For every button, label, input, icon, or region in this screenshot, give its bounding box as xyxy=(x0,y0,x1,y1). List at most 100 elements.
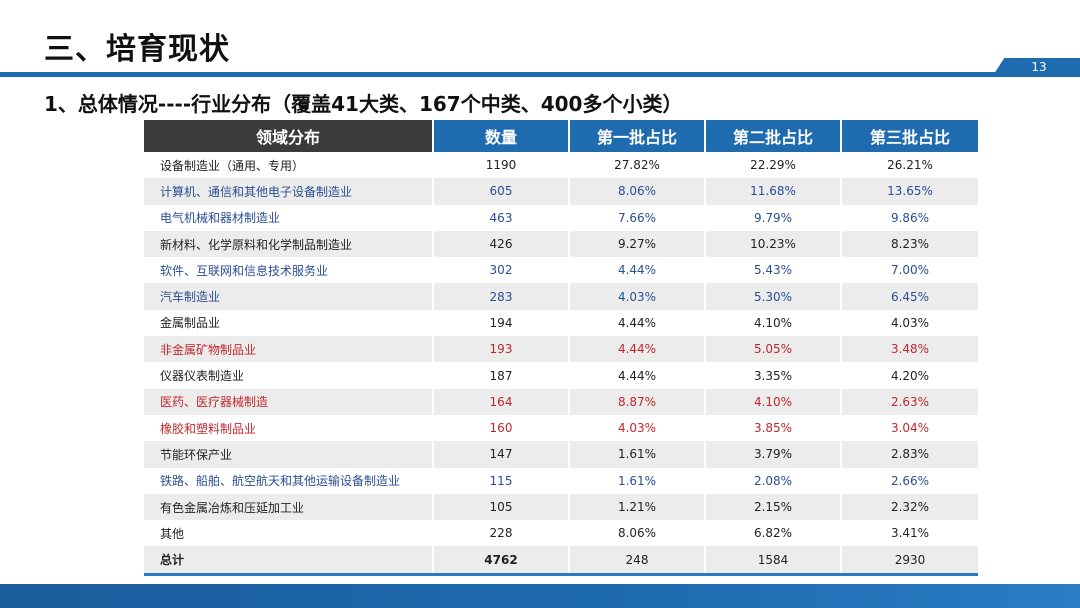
table-row: 有色金属冶炼和压延加工业 105 1.21% 2.15% 2.32% xyxy=(144,493,978,521)
cell-field: 新材料、化学原料和化学制品制造业 xyxy=(144,230,434,258)
cell-count: 115 xyxy=(434,467,570,494)
cell-field: 电气机械和器材制造业 xyxy=(144,204,434,231)
cell-batch1: 27.82% xyxy=(570,152,706,179)
cell-count: 147 xyxy=(434,441,570,468)
total-cell-batch1: 248 xyxy=(570,546,706,573)
cell-batch3: 2.83% xyxy=(842,441,978,468)
cell-batch2: 3.79% xyxy=(706,441,842,468)
cell-batch1: 8.87% xyxy=(570,388,706,415)
table-row: 设备制造业（通用、专用） 1190 27.82% 22.29% 26.21% xyxy=(144,152,978,179)
cell-batch1: 4.03% xyxy=(570,283,706,310)
table-row: 电气机械和器材制造业 463 7.66% 9.79% 9.86% xyxy=(144,204,978,231)
cell-batch3: 4.20% xyxy=(842,362,978,389)
cell-count: 164 xyxy=(434,388,570,415)
table-row: 铁路、船舶、航空航天和其他运输设备制造业 115 1.61% 2.08% 2.66% xyxy=(144,467,978,494)
cell-batch1: 4.44% xyxy=(570,336,706,363)
cell-batch2: 6.82% xyxy=(706,520,842,547)
cell-batch2: 11.68% xyxy=(706,178,842,205)
cell-field: 汽车制造业 xyxy=(144,283,434,310)
cell-count: 426 xyxy=(434,230,570,258)
cell-batch1: 4.44% xyxy=(570,362,706,389)
table-row: 金属制品业 194 4.44% 4.10% 4.03% xyxy=(144,309,978,337)
table-total-row: 总计 4762 248 1584 2930 xyxy=(144,546,978,573)
section-subtitle: 1、总体情况----行业分布（覆盖41大类、167个中类、400多个小类） xyxy=(44,92,683,116)
cell-batch3: 9.86% xyxy=(842,204,978,231)
cell-batch2: 5.43% xyxy=(706,257,842,284)
table-row: 节能环保产业 147 1.61% 3.79% 2.83% xyxy=(144,441,978,468)
industry-distribution-table-wrapper: 领域分布 数量 第一批占比 第二批占比 第三批占比 设备制造业（通用、专用） 11… xyxy=(144,120,978,573)
cell-field: 铁路、船舶、航空航天和其他运输设备制造业 xyxy=(144,467,434,494)
cell-batch3: 3.48% xyxy=(842,336,978,363)
cell-batch1: 8.06% xyxy=(570,178,706,205)
cell-count: 105 xyxy=(434,493,570,521)
cell-batch3: 13.65% xyxy=(842,178,978,205)
column-header-batch3: 第三批占比 xyxy=(842,120,978,152)
cell-field: 仪器仪表制造业 xyxy=(144,362,434,389)
column-header-count: 数量 xyxy=(434,120,570,152)
column-header-batch1: 第一批占比 xyxy=(570,120,706,152)
page-number: 13 xyxy=(992,58,1080,77)
total-cell-batch3: 2930 xyxy=(842,546,978,573)
cell-batch1: 7.66% xyxy=(570,204,706,231)
cell-field: 其他 xyxy=(144,520,434,547)
cell-batch1: 4.44% xyxy=(570,257,706,284)
cell-batch2: 2.15% xyxy=(706,493,842,521)
total-cell-batch2: 1584 xyxy=(706,546,842,573)
industry-distribution-table: 领域分布 数量 第一批占比 第二批占比 第三批占比 设备制造业（通用、专用） 11… xyxy=(144,120,978,573)
title-divider xyxy=(0,72,1080,77)
cell-count: 160 xyxy=(434,414,570,442)
column-header-field: 领域分布 xyxy=(144,120,434,152)
cell-batch3: 2.66% xyxy=(842,467,978,494)
cell-count: 187 xyxy=(434,362,570,389)
cell-batch2: 5.05% xyxy=(706,336,842,363)
cell-batch3: 6.45% xyxy=(842,283,978,310)
cell-batch1: 4.03% xyxy=(570,414,706,442)
cell-batch3: 26.21% xyxy=(842,152,978,179)
cell-batch1: 1.61% xyxy=(570,441,706,468)
table-row: 橡胶和塑料制品业 160 4.03% 3.85% 3.04% xyxy=(144,414,978,442)
cell-batch2: 3.85% xyxy=(706,414,842,442)
cell-batch2: 3.35% xyxy=(706,362,842,389)
cell-batch2: 4.10% xyxy=(706,388,842,415)
cell-batch1: 9.27% xyxy=(570,230,706,258)
cell-batch2: 22.29% xyxy=(706,152,842,179)
cell-batch1: 1.21% xyxy=(570,493,706,521)
cell-batch3: 3.41% xyxy=(842,520,978,547)
cell-count: 1190 xyxy=(434,152,570,179)
table-row: 仪器仪表制造业 187 4.44% 3.35% 4.20% xyxy=(144,362,978,389)
cell-field: 医药、医疗器械制造 xyxy=(144,388,434,415)
total-cell-field: 总计 xyxy=(144,546,434,573)
page-title: 三、培育现状 xyxy=(44,32,230,67)
cell-field: 计算机、通信和其他电子设备制造业 xyxy=(144,178,434,205)
cell-batch3: 2.63% xyxy=(842,388,978,415)
cell-field: 设备制造业（通用、专用） xyxy=(144,152,434,179)
cell-count: 283 xyxy=(434,283,570,310)
cell-batch1: 4.44% xyxy=(570,309,706,337)
cell-batch3: 3.04% xyxy=(842,414,978,442)
cell-batch2: 4.10% xyxy=(706,309,842,337)
table-row: 非金属矿物制品业 193 4.44% 5.05% 3.48% xyxy=(144,336,978,363)
total-cell-count: 4762 xyxy=(434,546,570,573)
cell-batch2: 5.30% xyxy=(706,283,842,310)
table-row: 其他 228 8.06% 6.82% 3.41% xyxy=(144,520,978,547)
table-body: 设备制造业（通用、专用） 1190 27.82% 22.29% 26.21% 计算机、通信… xyxy=(144,152,978,573)
cell-batch2: 9.79% xyxy=(706,204,842,231)
cell-batch1: 8.06% xyxy=(570,520,706,547)
table-row: 新材料、化学原料和化学制品制造业 426 9.27% 10.23% 8.23% xyxy=(144,230,978,258)
table-header-row: 领域分布 数量 第一批占比 第二批占比 第三批占比 xyxy=(144,120,978,152)
cell-count: 605 xyxy=(434,178,570,205)
footer-band xyxy=(0,584,1080,608)
column-header-batch2: 第二批占比 xyxy=(706,120,842,152)
cell-count: 194 xyxy=(434,309,570,337)
cell-batch2: 10.23% xyxy=(706,230,842,258)
cell-count: 302 xyxy=(434,257,570,284)
cell-field: 节能环保产业 xyxy=(144,441,434,468)
cell-field: 软件、互联网和信息技术服务业 xyxy=(144,257,434,284)
cell-batch3: 8.23% xyxy=(842,230,978,258)
cell-count: 228 xyxy=(434,520,570,547)
cell-batch3: 2.32% xyxy=(842,493,978,521)
cell-field: 非金属矿物制品业 xyxy=(144,336,434,363)
cell-batch3: 7.00% xyxy=(842,257,978,284)
table-row: 计算机、通信和其他电子设备制造业 605 8.06% 11.68% 13.65% xyxy=(144,178,978,205)
cell-batch3: 4.03% xyxy=(842,309,978,337)
